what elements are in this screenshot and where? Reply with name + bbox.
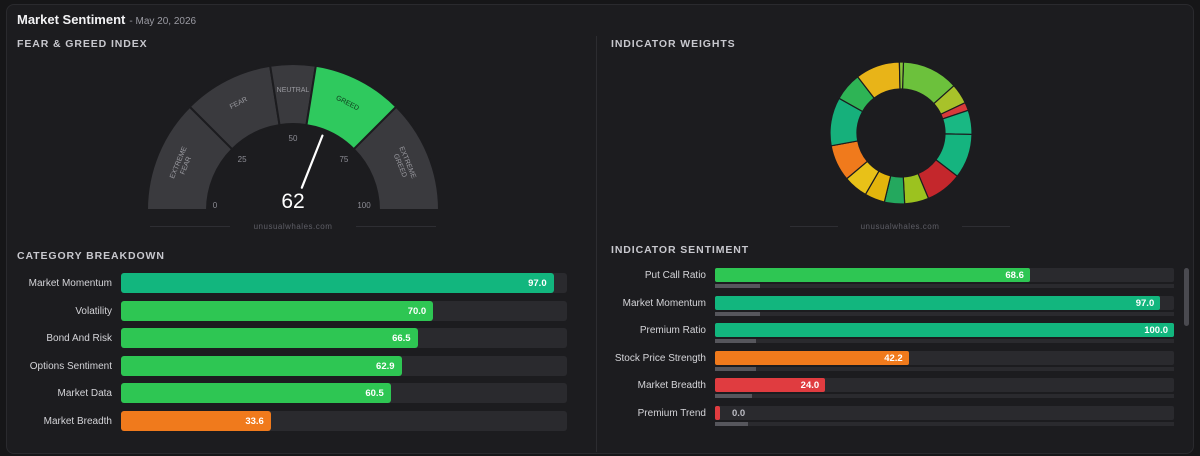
page-title: Market Sentiment <box>17 12 126 27</box>
gauge-tick-label: 50 <box>289 134 298 143</box>
category-bar-fill: 33.6 <box>121 411 271 431</box>
indicator-weights-section-title: INDICATOR WEIGHTS <box>611 38 736 50</box>
category-label: Market Breadth <box>43 416 112 427</box>
report-date: - May 20, 2026 <box>129 16 197 27</box>
indicator-label: Premium Ratio <box>639 325 706 337</box>
indicator-value: 24.0 <box>800 380 820 392</box>
indicator-list-scrollbar[interactable] <box>1184 268 1189 326</box>
panel-header: Market Sentiment - May 20, 2026 <box>17 11 196 29</box>
indicator-bar-track: 24.0 <box>715 378 1174 393</box>
indicator-weights-donut <box>829 61 973 205</box>
category-bar-fill: 66.5 <box>121 328 418 349</box>
category-bar-fill: 70.0 <box>121 300 434 321</box>
category-value: 70.0 <box>407 305 427 317</box>
category-label: Volatility <box>75 305 112 317</box>
gauge-watermark: unusualwhales.com <box>253 222 333 231</box>
gauge-tick-label: 100 <box>357 201 371 210</box>
indicator-sentiment-section-title: INDICATOR SENTIMENT <box>611 244 750 256</box>
gauge-segment-extreme-greed <box>352 105 441 211</box>
category-bar-track: 33.6 <box>121 411 567 431</box>
category-bar-track: 66.5 <box>121 328 567 349</box>
indicator-weight-fill <box>715 394 753 399</box>
gauge-tick-label: 75 <box>339 155 348 164</box>
category-row: Bond And Risk 66.5 <box>0 328 570 349</box>
gauge-value: 62 <box>281 190 304 213</box>
indicator-label: Market Breadth <box>637 380 706 392</box>
watermark-rule-right <box>356 226 436 227</box>
indicator-weight-bar <box>715 422 1174 426</box>
indicator-weight-fill <box>715 311 761 316</box>
indicator-bar-track: 42.2 <box>715 350 1174 365</box>
indicator-weight-bar <box>715 366 1174 371</box>
indicator-bar-track: 100.0 <box>715 323 1174 338</box>
category-bar-fill: 60.5 <box>121 383 391 404</box>
indicator-row: Premium Ratio 100.0 <box>600 323 1180 347</box>
indicator-label: Stock Price Strength <box>614 352 706 364</box>
weights-watermark: unusualwhales.com <box>860 222 940 231</box>
indicator-value: 68.6 <box>1005 270 1024 281</box>
indicator-bar-fill <box>715 295 1161 310</box>
gauge-needle <box>300 134 324 189</box>
gauge-tick-label: 0 <box>213 201 218 210</box>
category-bar-fill: 62.9 <box>121 355 402 376</box>
indicator-weight-bar <box>715 284 1174 288</box>
indicator-weight-fill <box>715 422 749 426</box>
indicator-bar-fill <box>715 378 826 393</box>
category-value: 33.6 <box>245 416 264 427</box>
indicator-row: Put Call Ratio 68.6 <box>600 268 1180 292</box>
indicator-row: Market Breadth 24.0 <box>600 378 1180 402</box>
category-bar-fill: 97.0 <box>121 273 554 293</box>
indicator-weight-fill <box>715 366 757 371</box>
indicator-label: Put Call Ratio <box>644 270 706 281</box>
category-row: Market Data 60.5 <box>0 383 570 404</box>
indicator-value: 0.0 <box>732 408 746 419</box>
category-bar-track: 97.0 <box>121 273 567 293</box>
indicator-weight-bar <box>715 394 1174 399</box>
category-label: Options Sentiment <box>29 360 112 372</box>
category-label: Market Momentum <box>28 278 112 289</box>
indicator-row: Market Momentum 97.0 <box>600 295 1180 320</box>
category-value: 97.0 <box>528 278 547 289</box>
indicator-weight-bar <box>715 339 1174 344</box>
indicator-weight-fill <box>715 339 757 344</box>
indicator-value: 42.2 <box>884 352 903 364</box>
indicator-weight-bar <box>715 311 1174 316</box>
indicator-row: Stock Price Strength 42.2 <box>600 350 1180 375</box>
category-bar-track: 60.5 <box>121 383 567 404</box>
indicator-bar-fill <box>715 406 720 420</box>
indicator-row: Premium Trend 0.0 <box>600 406 1180 430</box>
category-row: Market Breadth 33.6 <box>0 411 570 431</box>
category-value: 60.5 <box>365 388 384 400</box>
fear-greed-section-title: FEAR & GREED INDEX <box>17 38 148 50</box>
category-row: Volatility 70.0 <box>0 300 570 321</box>
watermark-rule-right <box>962 226 1010 227</box>
indicator-value: 100.0 <box>1144 325 1168 337</box>
category-bar-track: 70.0 <box>121 300 567 321</box>
indicator-bar-track: 97.0 <box>715 295 1174 310</box>
indicator-bar-track: 0.0 <box>715 406 1174 420</box>
category-bar-track: 62.9 <box>121 355 567 376</box>
category-value: 62.9 <box>376 360 395 372</box>
indicator-bar-fill <box>715 268 1030 282</box>
indicator-weight-fill <box>715 284 761 288</box>
gauge-tick-label: 25 <box>238 155 247 164</box>
indicator-bar-track: 68.6 <box>715 268 1174 282</box>
indicator-label: Premium Trend <box>637 408 706 419</box>
indicator-label: Market Momentum <box>622 297 706 309</box>
indicator-bar-fill <box>715 350 909 365</box>
gauge-segment-label-neutral: NEUTRAL <box>277 87 310 94</box>
category-row: Options Sentiment 62.9 <box>0 355 570 376</box>
donut-slice-15[interactable] <box>898 61 905 90</box>
column-divider <box>596 36 597 452</box>
category-label: Market Data <box>57 388 112 400</box>
category-breakdown-section-title: CATEGORY BREAKDOWN <box>17 250 165 262</box>
watermark-rule-left <box>150 226 230 227</box>
indicator-bar-fill <box>715 323 1174 338</box>
indicator-value: 97.0 <box>1135 297 1155 309</box>
watermark-rule-left <box>790 226 838 227</box>
category-label: Bond And Risk <box>46 333 112 345</box>
category-row: Market Momentum 97.0 <box>0 273 570 293</box>
category-value: 66.5 <box>392 333 411 345</box>
